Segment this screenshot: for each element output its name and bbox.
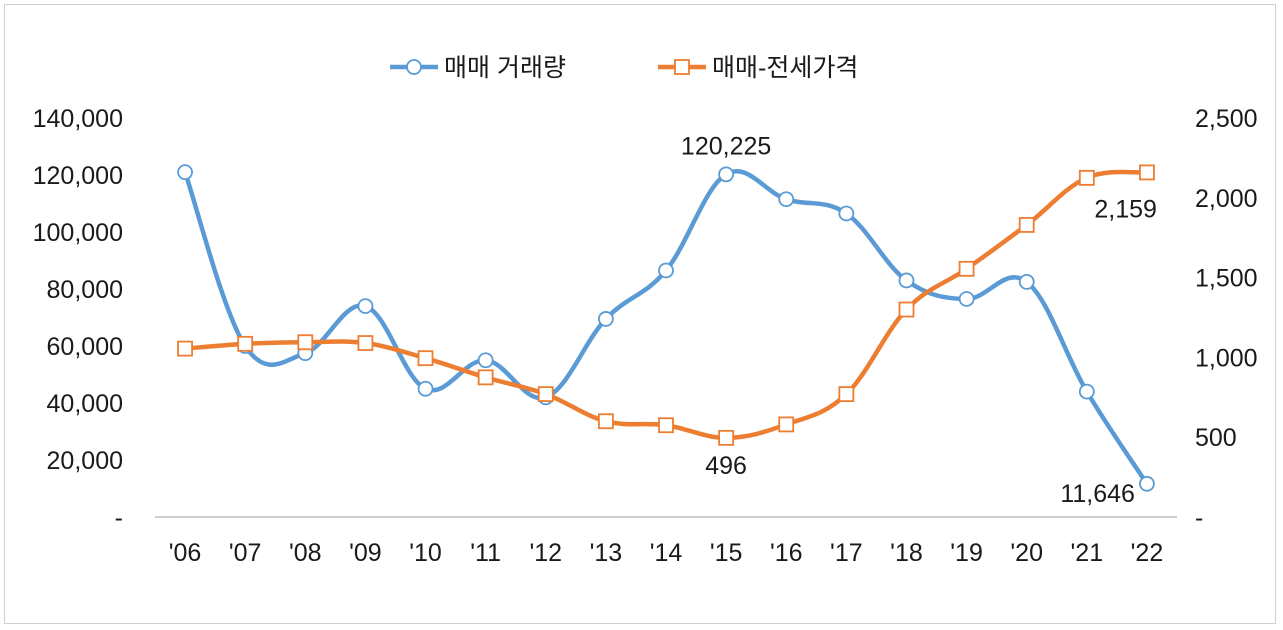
- y-left-tick-label: 60,000: [47, 333, 123, 361]
- series-price-gap: [177, 164, 1155, 446]
- data-point: [838, 386, 855, 403]
- y-left-tick-label: 120,000: [33, 162, 123, 190]
- x-tick-label: '11: [470, 539, 501, 567]
- x-tick-label: '07: [229, 539, 262, 567]
- x-tick-label: '21: [1071, 539, 1104, 567]
- data-point: [537, 386, 554, 403]
- x-tick-label: '10: [409, 539, 442, 567]
- data-point: [838, 205, 855, 222]
- y-left-tick-label: 140,000: [33, 105, 123, 133]
- data-point: [778, 191, 795, 208]
- data-point: [177, 164, 193, 181]
- data-label: 120,225: [681, 132, 771, 160]
- data-point: [898, 272, 915, 289]
- legend-label: 매매 거래량: [444, 54, 566, 82]
- data-point: [1018, 217, 1035, 233]
- data-label: 2,159: [1094, 195, 1157, 223]
- legend-item: 매매 거래량: [390, 54, 566, 82]
- data-point: [958, 291, 975, 307]
- data-point: [898, 301, 915, 318]
- data-point: [1139, 164, 1155, 181]
- x-tick-label: '12: [529, 539, 562, 567]
- data-point: [1078, 383, 1095, 400]
- data-point: [597, 413, 614, 430]
- data-point: [718, 166, 735, 183]
- data-point: [177, 340, 193, 357]
- data-point: [658, 262, 674, 279]
- data-point: [1018, 273, 1035, 290]
- data-point: [477, 369, 494, 386]
- data-point: [778, 416, 795, 433]
- series-line: [182, 169, 1150, 441]
- x-tick-label: '15: [710, 539, 743, 567]
- y-left-tick-label: 20,000: [47, 447, 123, 475]
- data-point: [237, 335, 254, 352]
- x-tick-label: '17: [830, 539, 863, 567]
- data-point: [597, 311, 614, 327]
- legend-marker: [406, 59, 422, 75]
- x-tick-label: '08: [289, 539, 322, 567]
- x-tick-label: '20: [1010, 539, 1043, 567]
- x-tick-label: '16: [770, 539, 803, 567]
- x-tick-label: '19: [950, 539, 983, 567]
- data-point: [958, 260, 975, 277]
- legend: 매매 거래량 매매-전세가격: [390, 54, 858, 82]
- x-tick-label: '13: [590, 539, 623, 567]
- y-right-tick-label: 1,000: [1195, 344, 1258, 372]
- x-tick-label: '14: [650, 539, 683, 567]
- x-tick-label: '06: [169, 539, 202, 567]
- y-right-tick-label: 500: [1195, 424, 1237, 452]
- data-point: [297, 334, 314, 351]
- data-point: [357, 298, 374, 315]
- axes: - 20,000 40,000 60,000 80,000 100,000 120,000 1…: [33, 105, 1258, 567]
- y-left-tick-label: -: [115, 504, 123, 532]
- x-tick-label: '22: [1131, 539, 1164, 567]
- legend-marker: [674, 59, 690, 75]
- x-tick-label: '09: [349, 539, 382, 567]
- legend-item: 매매-전세가격: [658, 54, 858, 82]
- y-right-tick-label: 2,000: [1195, 185, 1258, 213]
- y-right-tick-label: -: [1195, 504, 1203, 532]
- y-right-tick-label: 1,500: [1195, 265, 1258, 293]
- data-label: 11,646: [1060, 480, 1135, 508]
- data-point: [417, 380, 434, 397]
- data-labels: 120,225 11,646 496 2,159: [681, 132, 1157, 507]
- data-point: [1078, 169, 1095, 186]
- chart-frame: 매매 거래량 매매-전세가격 - 20,000 40,000 60,000 80,000 1…: [4, 4, 1276, 624]
- data-label: 496: [705, 452, 747, 480]
- y-left-tick-label: 80,000: [47, 276, 123, 304]
- data-point: [357, 335, 374, 351]
- data-point: [477, 352, 494, 369]
- legend-label: 매매-전세가격: [712, 54, 858, 82]
- data-point: [1139, 475, 1155, 492]
- data-point: [658, 417, 674, 434]
- series-group: [177, 164, 1155, 492]
- y-left-tick-label: 40,000: [47, 390, 123, 418]
- series-line: [182, 169, 1150, 487]
- data-point: [417, 350, 434, 367]
- x-tick-label: '18: [890, 539, 923, 567]
- y-left-tick-label: 100,000: [33, 219, 123, 247]
- series-trade-volume: [177, 164, 1155, 492]
- y-right-tick-label: 2,500: [1195, 105, 1258, 133]
- line-chart: 매매 거래량 매매-전세가격 - 20,000 40,000 60,000 80,000 1…: [33, 54, 1258, 567]
- data-point: [718, 429, 735, 446]
